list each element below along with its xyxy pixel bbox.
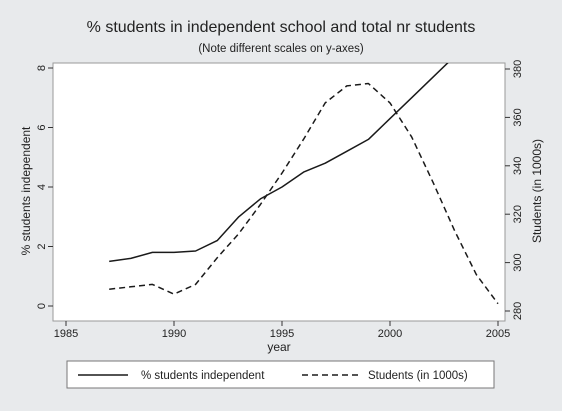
chart-title: % students in independent school and tot… (87, 19, 476, 36)
y-right-tick-label: 320 (512, 205, 524, 223)
legend: % students independent Students (in 1000… (66, 360, 495, 389)
y-right-tick-label: 300 (512, 253, 524, 271)
x-tick-label: 1995 (270, 328, 294, 340)
x-tick-label: 1990 (162, 328, 186, 340)
y-right-tick-label: 360 (512, 108, 524, 126)
y-right-tick-label: 280 (512, 302, 524, 320)
x-tick-label: 1985 (54, 328, 78, 340)
x-tick-label: 2000 (378, 328, 402, 340)
y-left-tick-label: 2 (36, 243, 48, 249)
y-right-tick-label: 380 (512, 60, 524, 78)
series-line-students (109, 82, 499, 305)
legend-label-students: Students (in 1000s) (368, 370, 468, 382)
y-right-tick-label: 340 (512, 157, 524, 175)
y-axis-left-label: % students independent (19, 126, 33, 255)
y-left-tick-label: 4 (36, 184, 48, 190)
series-line-independent (109, 63, 449, 263)
x-tick-label: 2005 (486, 328, 510, 340)
y-left-tick-label: 6 (36, 124, 48, 130)
y-left-tick-label: 0 (36, 303, 48, 309)
plot-area (52, 62, 506, 322)
axes-layer: 1985 1990 1995 2000 2005 0 2 4 6 8 280 300 320 340 360… (36, 60, 524, 340)
legend-box (66, 360, 495, 389)
legend-label-independent: % students independent (141, 370, 265, 382)
y-axis-right-label: Students (in 1000s) (530, 139, 544, 243)
x-axis-label: year (267, 340, 290, 354)
chart-subtitle: (Note different scales on y-axes) (198, 43, 364, 55)
series-layer (109, 63, 499, 305)
y-left-tick-label: 8 (36, 65, 48, 71)
